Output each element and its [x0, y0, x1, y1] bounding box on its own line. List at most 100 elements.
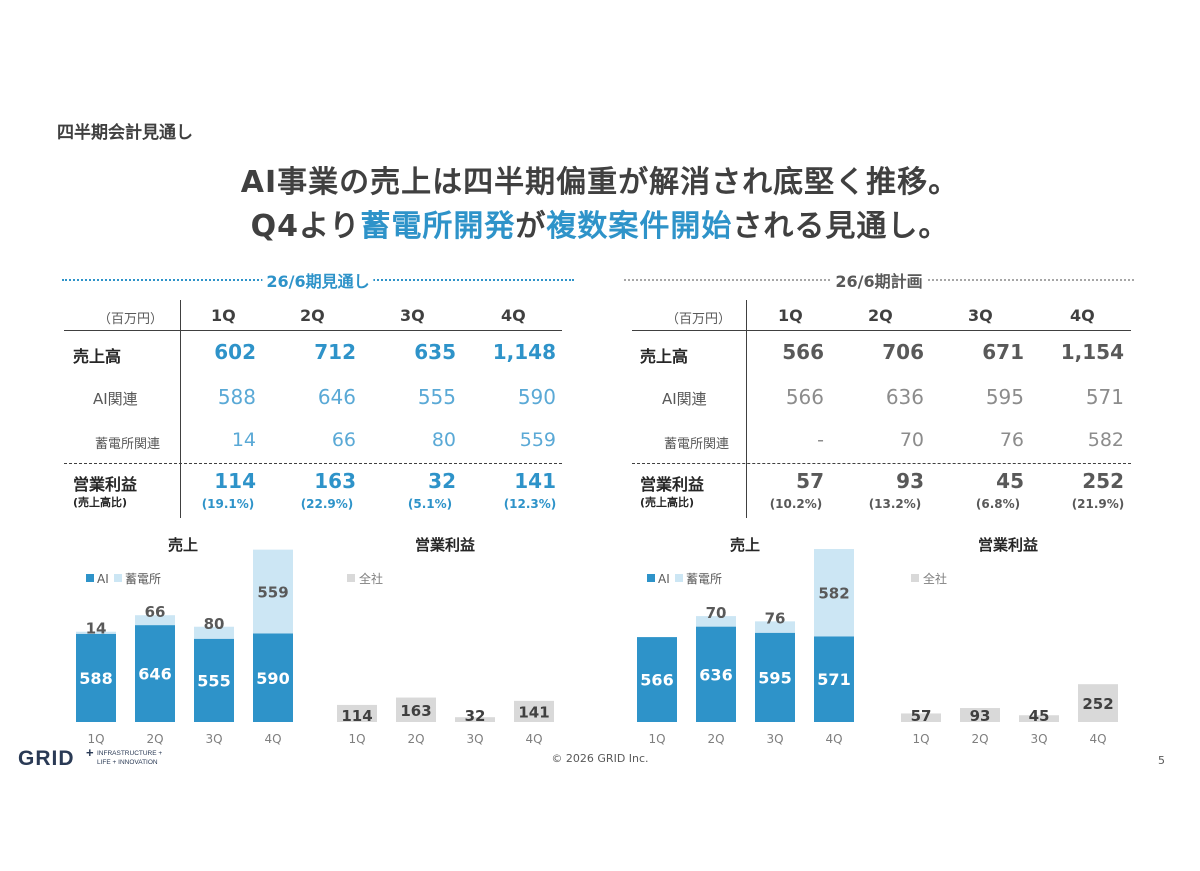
bar-label-ai: 571: [817, 670, 850, 689]
bar-label-storage: 80: [204, 615, 225, 633]
row-label-ai: AI関連: [662, 390, 707, 408]
table-divider: [64, 330, 562, 331]
sales-value: 1,154: [1060, 340, 1124, 364]
ai-value: 646: [317, 385, 356, 409]
legend-label: AI: [97, 572, 109, 586]
legend-label: 蓄電所: [125, 572, 161, 586]
axis-tick-label: 2Q: [707, 732, 724, 746]
row-sublabel-ratio: (売上高比): [73, 496, 128, 509]
headline-part: される見通し。: [732, 209, 950, 244]
column-header: 4Q: [501, 306, 526, 325]
op-value: 114: [214, 469, 256, 493]
axis-tick-label: 2Q: [146, 732, 163, 746]
row-label-sales: 売上高: [640, 347, 689, 366]
storage-value: 66: [331, 429, 356, 451]
axis-tick-label: 3Q: [466, 732, 483, 746]
op-ratio: (5.1%): [407, 497, 453, 511]
bar-op: [1078, 684, 1118, 722]
legend-label: 全社: [359, 571, 383, 586]
row-label-op: 営業利益: [640, 475, 705, 494]
op-value: 163: [314, 469, 356, 493]
column-header: 2Q: [300, 306, 325, 325]
bar-ai: [76, 633, 116, 722]
bar-label-ai: 566: [640, 671, 673, 690]
svg-text:+: +: [86, 745, 94, 760]
table-divider: [632, 330, 1131, 331]
axis-tick-label: 3Q: [1030, 732, 1047, 746]
axis-tick-label: 3Q: [205, 732, 222, 746]
bar-ai: [194, 638, 234, 722]
storage-value: 559: [519, 429, 556, 451]
chart-title: 営業利益: [415, 536, 475, 554]
bar-label-storage: 76: [765, 609, 786, 627]
ai-value: 571: [1085, 385, 1124, 409]
bar-label-ai: 590: [256, 669, 289, 688]
column-header: 3Q: [968, 306, 993, 325]
op-value: 32: [428, 469, 456, 493]
op-value: 252: [1082, 469, 1124, 493]
headline-part: が: [515, 209, 547, 244]
table-divider: [746, 300, 747, 518]
column-header: 1Q: [211, 306, 236, 325]
legend-swatch: [647, 574, 655, 582]
sales-value: 712: [314, 340, 356, 364]
axis-tick-label: 1Q: [648, 732, 665, 746]
bar-label-op: 141: [518, 703, 549, 721]
headline-highlight: 複数案件開始: [546, 209, 733, 244]
bar-label-storage: 66: [145, 603, 166, 621]
bar-op: [1019, 715, 1059, 722]
bar-label-op: 252: [1082, 695, 1113, 713]
axis-tick-label: 1Q: [87, 732, 104, 746]
sales-value: 671: [982, 340, 1024, 364]
column-header: 3Q: [400, 306, 425, 325]
sales-value: 566: [782, 340, 824, 364]
grid-logo: GRID + INFRASTRUCTURE + LIFE + INNOVATIO…: [18, 745, 198, 775]
bar-label-op: 93: [970, 707, 991, 725]
logo-tagline: INFRASTRUCTURE +: [97, 750, 162, 757]
bar-label-op: 163: [400, 702, 431, 720]
ai-value: 595: [985, 385, 1024, 409]
section-title-forecast: 26/6期見通し: [262, 268, 374, 292]
op-ratio: (10.2%): [769, 497, 823, 511]
bar-op: [337, 704, 377, 722]
bar-label-storage: 14: [86, 620, 107, 638]
op-ratio: (13.2%): [868, 497, 922, 511]
legend-label: 蓄電所: [686, 572, 722, 586]
bar-op: [514, 700, 554, 722]
bar-label-ai: 555: [197, 671, 230, 690]
axis-tick-label: 2Q: [407, 732, 424, 746]
headline-line-2: Q4より蓄電所開発が複数案件開始される見通し。: [0, 201, 1200, 245]
axis-tick-label: 4Q: [525, 732, 542, 746]
legend-swatch: [347, 574, 355, 582]
axis-tick-label: 4Q: [264, 732, 281, 746]
row-label-sales: 売上高: [73, 347, 122, 366]
sales-value: 1,148: [492, 340, 556, 364]
bar-label-ai: 646: [138, 665, 171, 684]
op-value: 93: [896, 469, 924, 493]
chart-title: 営業利益: [978, 536, 1038, 554]
op-value: 57: [796, 469, 824, 493]
section-label: 四半期会計見通し: [57, 123, 193, 143]
logo-mark: GRID + INFRASTRUCTURE + LIFE + INNOVATIO…: [18, 745, 162, 770]
logo-text: GRID: [18, 747, 75, 770]
legend-swatch: [114, 574, 122, 582]
bar-ai: [637, 637, 677, 722]
legend-swatch: [675, 574, 683, 582]
column-header: 2Q: [868, 306, 893, 325]
axis-tick-label: 3Q: [766, 732, 783, 746]
bar-label-op: 57: [911, 707, 932, 725]
row-sublabel-ratio: (売上高比): [640, 496, 695, 509]
ai-value: 636: [885, 385, 924, 409]
bar-label-ai: 588: [79, 669, 112, 688]
row-label-storage: 蓄電所関連: [95, 437, 161, 452]
bar-op: [901, 713, 941, 722]
op-value: 141: [514, 469, 556, 493]
bar-ai: [814, 636, 854, 722]
bar-label-op: 45: [1029, 707, 1050, 725]
storage-value: 70: [899, 429, 924, 451]
op-ratio: (21.9%): [1071, 497, 1125, 511]
table-divider: [632, 463, 1131, 464]
bar-label-storage: 582: [818, 585, 849, 603]
page-number: 5: [1158, 754, 1165, 767]
